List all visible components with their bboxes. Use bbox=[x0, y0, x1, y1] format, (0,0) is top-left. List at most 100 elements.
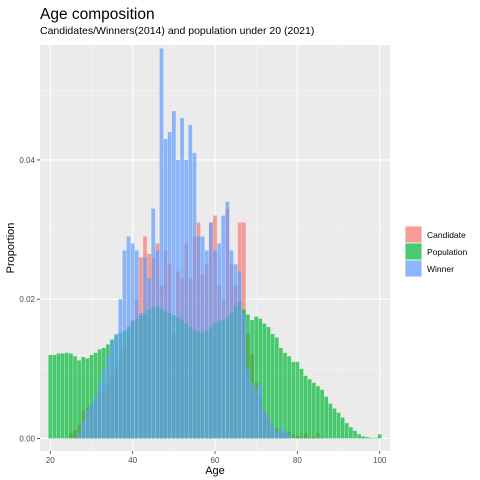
x-tick-label: 20 bbox=[46, 456, 55, 465]
bar-population bbox=[60, 353, 65, 439]
bar-population bbox=[332, 408, 337, 439]
bar-winner bbox=[237, 271, 242, 439]
x-tick-label: 60 bbox=[211, 456, 220, 465]
bar-population bbox=[85, 358, 90, 439]
bar-winner bbox=[209, 222, 213, 439]
bar-winner bbox=[126, 236, 131, 439]
bar-winner bbox=[213, 250, 217, 439]
bar-population bbox=[283, 352, 287, 439]
y-tick-label: 0.02 bbox=[19, 295, 35, 304]
bar-winner bbox=[270, 424, 275, 439]
bar-population bbox=[316, 386, 320, 439]
legend-label-population: Population bbox=[427, 247, 467, 257]
bar-population bbox=[336, 412, 341, 439]
bar-population bbox=[357, 434, 361, 439]
bar-winner bbox=[134, 250, 139, 439]
bar-population bbox=[311, 382, 316, 439]
bar-winner bbox=[147, 278, 151, 439]
bar-population bbox=[344, 423, 349, 439]
bar-population bbox=[250, 320, 254, 439]
bar-population bbox=[377, 434, 382, 439]
bar-population bbox=[270, 334, 275, 439]
bar-winner bbox=[167, 132, 172, 439]
bar-population bbox=[361, 436, 366, 439]
chart-title: Age composition bbox=[40, 6, 155, 23]
bar-winner bbox=[287, 434, 291, 439]
bar-winner bbox=[204, 250, 209, 439]
bar-winner bbox=[130, 243, 135, 439]
bar-population bbox=[258, 318, 263, 439]
series-winner bbox=[77, 48, 291, 439]
bar-winner bbox=[163, 139, 168, 439]
bar-winner bbox=[81, 421, 86, 439]
bar-population bbox=[274, 337, 279, 439]
bar-population bbox=[81, 356, 86, 439]
bar-winner bbox=[279, 428, 283, 439]
bar-winner bbox=[184, 159, 189, 439]
bar-winner bbox=[77, 432, 81, 439]
legend-label-candidate: Candidate bbox=[427, 230, 466, 240]
bar-winner bbox=[258, 382, 263, 439]
y-axis-title: Proportion bbox=[5, 223, 17, 274]
bar-population bbox=[295, 361, 300, 439]
bar-winner bbox=[122, 250, 127, 439]
bar-winner bbox=[196, 236, 201, 439]
bar-winner bbox=[217, 243, 221, 439]
bar-population bbox=[64, 352, 69, 439]
bar-winner bbox=[101, 368, 106, 439]
bar-winner bbox=[283, 431, 287, 439]
bar-winner bbox=[159, 48, 164, 439]
legend-key-winner bbox=[405, 260, 422, 277]
bar-population bbox=[73, 356, 77, 439]
bar-population bbox=[56, 353, 61, 439]
bar-winner bbox=[151, 208, 156, 439]
bar-winner bbox=[233, 264, 238, 439]
bar-winner bbox=[118, 299, 123, 439]
bar-winner bbox=[155, 250, 160, 439]
bar-winner bbox=[139, 313, 143, 439]
bar-population bbox=[328, 403, 333, 439]
x-tick-label: 40 bbox=[128, 456, 137, 465]
bar-population bbox=[369, 437, 374, 439]
bar-winner bbox=[143, 257, 147, 439]
bar-winner bbox=[254, 389, 259, 439]
bar-population bbox=[349, 427, 353, 439]
bar-population bbox=[254, 316, 259, 439]
bar-population bbox=[77, 360, 81, 439]
bar-population bbox=[340, 417, 345, 439]
bar-winner bbox=[192, 152, 197, 439]
y-tick-label: 0.00 bbox=[19, 434, 35, 443]
legend-key-candidate bbox=[405, 226, 422, 243]
bar-population bbox=[287, 356, 291, 439]
legend-key-population bbox=[405, 243, 422, 260]
bar-population bbox=[365, 437, 370, 439]
x-axis: 20 40 60 80 100 bbox=[46, 451, 387, 465]
legend: Candidate Population Winner bbox=[405, 226, 467, 277]
bar-population bbox=[266, 327, 271, 439]
bar-winner bbox=[221, 215, 226, 439]
bar-winner bbox=[266, 417, 271, 439]
bar-population bbox=[52, 354, 57, 439]
bar-population bbox=[262, 323, 267, 439]
bar-winner bbox=[93, 396, 98, 439]
bar-winner bbox=[200, 236, 205, 439]
bar-population bbox=[69, 353, 73, 439]
bar-winner bbox=[89, 403, 94, 439]
legend-label-winner: Winner bbox=[427, 264, 454, 274]
bar-population bbox=[93, 352, 98, 439]
bar-population bbox=[279, 347, 283, 439]
bar-population bbox=[48, 354, 53, 439]
bar-population bbox=[89, 354, 94, 439]
bar-winner bbox=[188, 125, 193, 439]
bar-winner bbox=[176, 159, 180, 439]
bar-winner bbox=[114, 334, 119, 439]
bar-winner bbox=[274, 432, 279, 439]
bar-population bbox=[353, 430, 357, 439]
bar-population bbox=[320, 389, 324, 439]
bar-population bbox=[307, 379, 312, 439]
bar-winner bbox=[241, 313, 246, 439]
y-axis: 0.00 0.02 0.04 bbox=[19, 156, 40, 443]
bar-winner bbox=[250, 382, 254, 439]
chart-subtitle: Candidates/Winners(2014) and population … bbox=[40, 25, 314, 37]
